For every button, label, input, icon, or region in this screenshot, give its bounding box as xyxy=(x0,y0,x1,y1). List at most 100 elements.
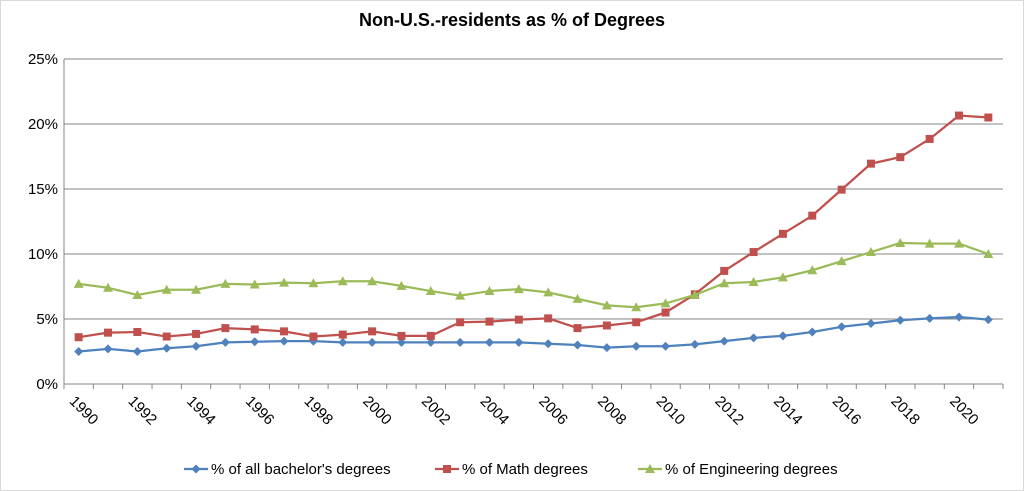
data-point-series-3 xyxy=(777,272,788,282)
x-tick-label: 1998 xyxy=(301,393,337,429)
data-point-series-3 xyxy=(337,276,348,286)
data-point-series-1 xyxy=(602,343,612,353)
data-point-series-3 xyxy=(103,282,114,292)
series-line-2 xyxy=(78,114,989,339)
data-point-series-2 xyxy=(925,134,934,143)
data-point-series-3 xyxy=(425,286,436,296)
data-point-series-2 xyxy=(250,325,259,334)
y-tick-label: 25% xyxy=(28,51,58,68)
data-point-series-2 xyxy=(778,229,787,238)
data-point-series-2 xyxy=(544,314,553,323)
data-point-series-2 xyxy=(514,315,523,324)
data-point-series-1 xyxy=(573,340,583,350)
data-point-series-1 xyxy=(837,322,847,332)
data-point-series-3 xyxy=(367,276,378,286)
data-point-series-3 xyxy=(73,278,84,288)
data-point-series-1 xyxy=(367,337,377,347)
data-point-series-1 xyxy=(455,337,465,347)
legend-marker xyxy=(191,464,201,474)
data-point-series-3 xyxy=(396,280,407,290)
data-point-series-2 xyxy=(720,266,729,275)
legend-label: % of all bachelor's degrees xyxy=(211,461,391,478)
series-line-3 xyxy=(78,241,989,309)
x-tick-label: 2020 xyxy=(946,393,982,429)
data-point-series-2 xyxy=(104,328,113,337)
data-point-series-2 xyxy=(192,329,201,338)
chart-title: Non-U.S.-residents as % of Degrees xyxy=(358,10,666,30)
data-point-series-1 xyxy=(279,336,289,346)
data-point-series-3 xyxy=(601,300,612,310)
data-point-series-3 xyxy=(572,293,583,303)
y-tick-label: 5% xyxy=(36,311,58,328)
data-point-series-1 xyxy=(338,337,348,347)
legend-marker xyxy=(645,464,655,473)
data-point-series-2 xyxy=(573,324,582,333)
data-point-series-1 xyxy=(250,337,260,347)
data-point-series-2 xyxy=(485,317,494,326)
data-point-series-1 xyxy=(191,341,201,351)
data-point-series-3 xyxy=(836,256,847,266)
data-point-series-3 xyxy=(543,287,554,297)
data-point-series-3 xyxy=(895,237,906,247)
data-point-series-1 xyxy=(778,331,788,341)
data-point-series-1 xyxy=(220,337,230,347)
x-tick-label: 1992 xyxy=(125,393,161,429)
data-point-series-1 xyxy=(484,337,494,347)
data-point-series-1 xyxy=(103,344,113,354)
data-point-series-2 xyxy=(133,328,142,336)
x-tick-label: 2014 xyxy=(770,393,806,429)
x-tick-label: 2004 xyxy=(477,393,513,429)
data-point-series-2 xyxy=(368,327,377,336)
x-tick-label: 1994 xyxy=(183,393,219,429)
data-point-series-3 xyxy=(161,284,172,294)
data-point-series-3 xyxy=(865,247,876,257)
data-point-series-1 xyxy=(162,343,172,353)
data-point-series-2 xyxy=(280,327,289,336)
data-point-series-1 xyxy=(426,337,436,347)
data-point-series-3 xyxy=(513,284,524,294)
data-point-series-1 xyxy=(895,315,905,325)
data-point-series-3 xyxy=(132,289,143,299)
series-line-1 xyxy=(78,315,989,353)
x-tick-label: 1990 xyxy=(66,393,102,429)
data-point-series-3 xyxy=(807,265,818,275)
data-point-series-2 xyxy=(426,331,435,340)
x-tick-label: 2006 xyxy=(535,393,571,429)
data-point-series-1 xyxy=(866,319,876,329)
data-point-series-1 xyxy=(719,336,729,346)
data-point-series-2 xyxy=(221,324,230,333)
data-point-series-1 xyxy=(396,337,406,347)
y-tick-label: 15% xyxy=(28,181,58,198)
x-tick-label: 2010 xyxy=(653,393,689,429)
data-point-series-2 xyxy=(602,321,611,330)
data-point-series-3 xyxy=(748,276,759,286)
data-point-series-3 xyxy=(719,278,730,288)
data-point-series-2 xyxy=(338,330,347,339)
data-point-series-3 xyxy=(220,278,231,288)
data-point-series-1 xyxy=(954,312,964,322)
data-point-series-2 xyxy=(984,113,993,122)
data-point-series-1 xyxy=(132,347,142,356)
data-point-series-3 xyxy=(191,284,202,294)
data-point-series-1 xyxy=(749,333,759,343)
data-point-series-2 xyxy=(397,331,406,340)
x-tick-label: 2008 xyxy=(594,393,630,429)
data-point-series-3 xyxy=(689,289,700,299)
data-point-series-2 xyxy=(866,159,875,168)
data-point-series-2 xyxy=(632,318,641,327)
data-point-series-2 xyxy=(896,153,905,162)
data-point-series-3 xyxy=(249,279,260,289)
legend-label: % of Engineering degrees xyxy=(665,461,838,478)
x-tick-label: 2012 xyxy=(711,393,747,429)
data-point-series-1 xyxy=(983,315,993,325)
data-point-series-3 xyxy=(983,249,994,258)
data-point-series-1 xyxy=(807,327,817,337)
data-point-series-2 xyxy=(808,211,817,220)
data-point-series-3 xyxy=(484,286,495,296)
data-point-series-3 xyxy=(924,238,935,248)
data-point-series-1 xyxy=(631,341,641,351)
y-tick-label: 20% xyxy=(28,116,58,133)
data-point-series-2 xyxy=(954,111,963,120)
